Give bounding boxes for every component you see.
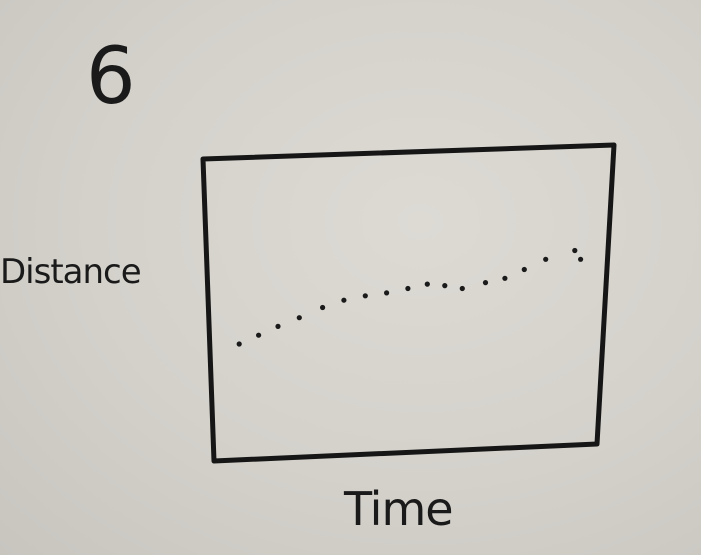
data-point-14 [502, 275, 508, 281]
y-axis-label: Distance [0, 252, 142, 292]
data-point-12 [459, 285, 465, 292]
data-point-15 [521, 266, 527, 273]
data-point-13 [482, 280, 489, 286]
x-axis-label: Time [344, 482, 454, 536]
data-point-9 [405, 285, 411, 292]
data-point-8 [384, 290, 390, 296]
data-point-2 [256, 332, 262, 338]
data-point-6 [341, 297, 347, 303]
data-point-11 [442, 283, 448, 289]
data-point-10 [424, 281, 430, 287]
data-point-3 [275, 323, 281, 329]
plot-frame [200, 142, 617, 464]
data-point-17 [572, 247, 578, 254]
data-point-16 [543, 256, 549, 262]
data-points [236, 247, 584, 347]
data-point-4 [296, 315, 302, 321]
figure-number: 6 [86, 32, 136, 122]
data-point-1 [236, 341, 242, 347]
data-point-18 [578, 256, 584, 262]
data-point-7 [362, 293, 368, 299]
data-point-5 [320, 304, 326, 311]
